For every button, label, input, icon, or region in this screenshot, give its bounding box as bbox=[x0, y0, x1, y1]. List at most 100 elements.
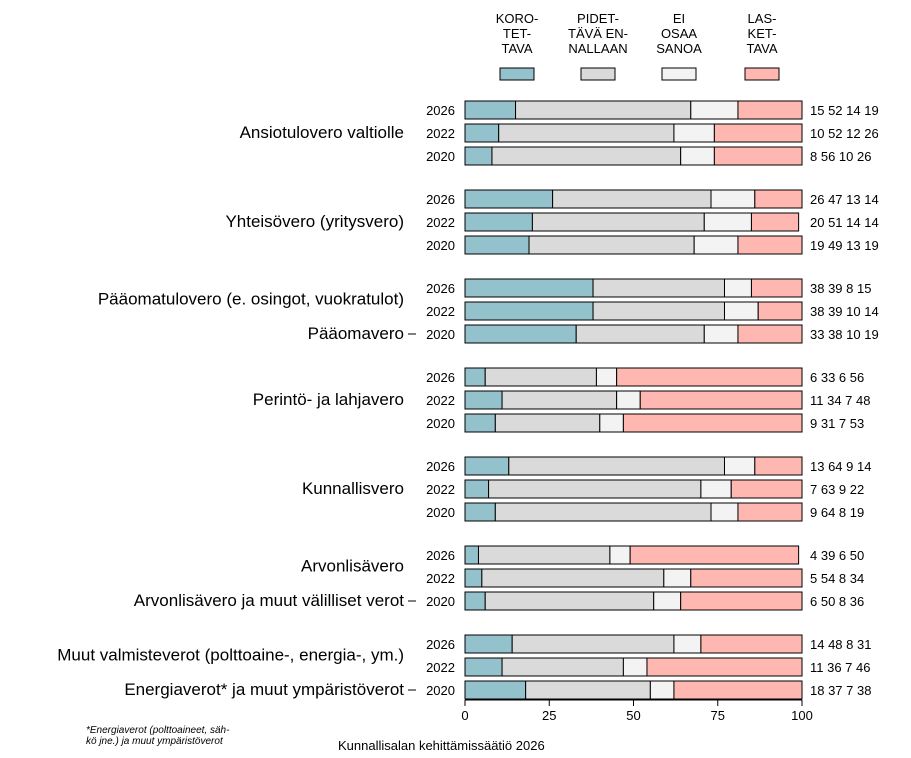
stacked-bar-chart: KORO-TET-TAVA PIDET-TÄVÄ EN-NALLAAN EI OSAA… bbox=[57, 11, 879, 723]
row-values: 38 39 8 15 bbox=[810, 281, 871, 296]
bar-segment bbox=[575, 324, 705, 344]
bar-segment bbox=[464, 390, 503, 410]
legend-label: PIDET-TÄVÄ EN-NALLAAN bbox=[568, 11, 628, 56]
row-values: 38 39 10 14 bbox=[810, 304, 879, 319]
year-label: 2026 bbox=[426, 281, 455, 296]
bar-segment bbox=[629, 545, 800, 565]
x-tick-label: 0 bbox=[461, 708, 468, 723]
legend-label: LAS-KET-TAVA bbox=[746, 11, 777, 56]
x-tick-label: 50 bbox=[626, 708, 640, 723]
row-values: 19 49 13 19 bbox=[810, 238, 879, 253]
bar-segment bbox=[599, 413, 624, 433]
bar-segment bbox=[498, 123, 675, 143]
row-values: 6 50 8 36 bbox=[810, 594, 864, 609]
bar-segment bbox=[754, 189, 803, 209]
bar-segment bbox=[464, 301, 594, 321]
bar-segment bbox=[501, 657, 624, 677]
bar-segment bbox=[552, 189, 712, 209]
bar-segment bbox=[737, 324, 803, 344]
bar-segment bbox=[680, 591, 803, 611]
bar-segment bbox=[464, 545, 479, 565]
bar-segment bbox=[693, 235, 739, 255]
year-label: 2022 bbox=[426, 215, 455, 230]
row-values: 5 54 8 34 bbox=[810, 571, 864, 586]
bar-segment bbox=[723, 301, 759, 321]
bar-segment bbox=[477, 545, 611, 565]
bar-segment bbox=[464, 502, 496, 522]
bar-segment bbox=[484, 367, 597, 387]
row-values: 18 37 7 38 bbox=[810, 683, 871, 698]
row-values: 26 47 13 14 bbox=[810, 192, 879, 207]
bar-segment bbox=[494, 413, 601, 433]
bar-segment bbox=[713, 146, 803, 166]
category-label: Arvonlisävero ja muut välilliset verot bbox=[134, 591, 404, 610]
year-label: 2020 bbox=[426, 594, 455, 609]
bar-segment bbox=[464, 100, 517, 120]
row-values: 33 38 10 19 bbox=[810, 327, 879, 342]
bar-segment bbox=[622, 413, 803, 433]
bar-segment bbox=[525, 680, 651, 700]
bar-segment bbox=[737, 502, 803, 522]
year-label: 2026 bbox=[426, 192, 455, 207]
bar-segment bbox=[653, 591, 682, 611]
bar-segment bbox=[703, 212, 752, 232]
year-label: 2020 bbox=[426, 327, 455, 342]
footnote: *Energiaverot (polttoaineet, säh- kö jne… bbox=[86, 725, 230, 747]
category-label: Ansiotulovero valtiolle bbox=[240, 123, 404, 142]
bar-segment bbox=[703, 324, 739, 344]
bar-segment bbox=[609, 545, 631, 565]
year-label: 2020 bbox=[426, 416, 455, 431]
year-label: 2026 bbox=[426, 459, 455, 474]
bar-segment bbox=[754, 456, 803, 476]
bar-segment bbox=[710, 189, 756, 209]
year-label: 2026 bbox=[426, 103, 455, 118]
bar-segment bbox=[501, 390, 618, 410]
year-label: 2022 bbox=[426, 571, 455, 586]
bar-segment bbox=[737, 100, 803, 120]
row-values: 11 34 7 48 bbox=[810, 393, 870, 408]
category-label: Energiaverot* ja muut ympäristöverot bbox=[124, 680, 404, 699]
bar-segment bbox=[592, 301, 725, 321]
legend-swatch bbox=[580, 67, 616, 81]
bar-segment bbox=[616, 390, 641, 410]
category-label: Pääomatulovero (e. osingot, vuokratulot) bbox=[98, 290, 404, 309]
row-values: 10 52 12 26 bbox=[810, 126, 879, 141]
row-values: 20 51 14 14 bbox=[810, 215, 879, 230]
bar-segment bbox=[690, 568, 803, 588]
bar-segment bbox=[757, 301, 803, 321]
x-tick-label: 25 bbox=[542, 708, 556, 723]
category-label: Muut valmisteverot (polttoaine-, energia… bbox=[57, 646, 404, 665]
source-credit: Kunnallisalan kehittämissäätiö 2026 bbox=[338, 738, 545, 753]
bar-segment bbox=[673, 680, 803, 700]
row-values: 9 64 8 19 bbox=[810, 505, 864, 520]
bar-segment bbox=[680, 146, 715, 166]
year-label: 2022 bbox=[426, 660, 455, 675]
bar-segment bbox=[528, 235, 695, 255]
bar-segment bbox=[710, 502, 739, 522]
row-values: 7 63 9 22 bbox=[810, 482, 864, 497]
bar-segment bbox=[700, 479, 732, 499]
bar-segment bbox=[464, 680, 527, 700]
bar-segment bbox=[494, 502, 712, 522]
row-values: 8 56 10 26 bbox=[810, 149, 871, 164]
bar-segment bbox=[484, 591, 655, 611]
bar-segment bbox=[515, 100, 692, 120]
bar-segment bbox=[464, 123, 500, 143]
bar-segment bbox=[464, 324, 577, 344]
year-label: 2022 bbox=[426, 126, 455, 141]
bar-segment bbox=[481, 568, 665, 588]
bar-segment bbox=[488, 479, 702, 499]
year-label: 2026 bbox=[426, 637, 455, 652]
bar-segment bbox=[750, 278, 803, 298]
legend-swatch bbox=[744, 67, 780, 81]
bar-segment bbox=[592, 278, 725, 298]
year-label: 2026 bbox=[426, 370, 455, 385]
category-label: Arvonlisävero bbox=[301, 557, 404, 576]
bar-segment bbox=[616, 367, 803, 387]
year-label: 2026 bbox=[426, 548, 455, 563]
bar-segment bbox=[723, 456, 756, 476]
bar-segment bbox=[464, 367, 486, 387]
bar-segment bbox=[639, 390, 803, 410]
bar-segment bbox=[464, 235, 530, 255]
year-label: 2022 bbox=[426, 304, 455, 319]
